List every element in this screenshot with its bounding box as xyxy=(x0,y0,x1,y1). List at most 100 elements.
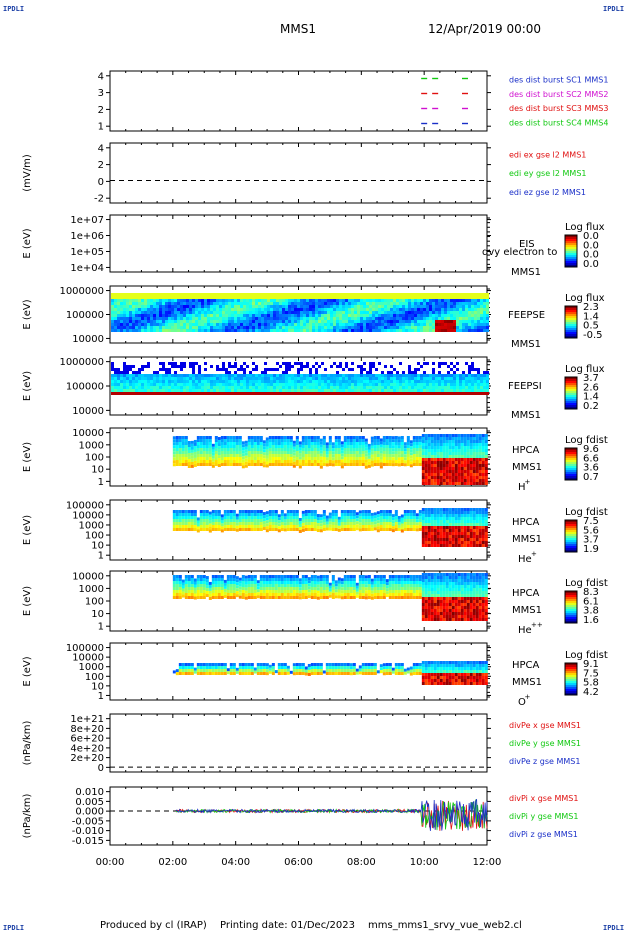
spectro-cell xyxy=(238,528,242,531)
spectro-cell xyxy=(382,436,386,439)
spectro-cell xyxy=(250,454,254,457)
spectro-cell xyxy=(430,434,434,437)
spectro-cell xyxy=(294,308,297,311)
spectro-cell xyxy=(460,467,464,470)
spectro-cell xyxy=(184,463,188,466)
spectro-cell xyxy=(202,454,206,457)
y-tick-label: 10000 xyxy=(72,406,104,417)
spectro-cell xyxy=(132,371,135,374)
spectro-cell xyxy=(402,329,405,332)
spectro-cell xyxy=(246,311,249,314)
spectro-cell xyxy=(415,454,419,457)
spectro-cell xyxy=(313,448,317,451)
spectro-cell xyxy=(177,374,180,377)
spectro-cell xyxy=(343,525,347,528)
spectro-cell xyxy=(111,365,114,368)
spectro-cell xyxy=(358,436,362,439)
spectro-cell xyxy=(114,329,117,332)
spectro-cell xyxy=(427,470,431,473)
spectro-cell xyxy=(252,389,255,392)
spectro-cell xyxy=(324,314,327,317)
spectro-cell xyxy=(369,323,372,326)
spectro-cell xyxy=(292,519,296,522)
spectro-cell xyxy=(484,458,488,461)
spectro-cell xyxy=(258,302,261,305)
spectro-cell xyxy=(480,296,483,299)
spectro-cell xyxy=(366,317,369,320)
spectro-cell xyxy=(384,308,387,311)
spectro-cell xyxy=(187,441,191,445)
spectro-cell xyxy=(385,454,389,457)
spectro-cell xyxy=(196,445,200,448)
spectro-cell xyxy=(123,377,126,380)
spectro-cell xyxy=(226,445,230,448)
colorbar-cell xyxy=(565,381,577,384)
spectro-cell xyxy=(280,451,284,454)
spectro-cell xyxy=(451,458,455,461)
spectro-cell xyxy=(351,374,354,377)
spectro-cell xyxy=(132,383,135,386)
spectro-cell xyxy=(195,311,198,314)
spectro-cell xyxy=(274,445,278,448)
spectro-cell xyxy=(174,323,177,326)
spectro-cell xyxy=(249,296,252,299)
spectro-cell xyxy=(225,386,228,389)
spectro-cell xyxy=(414,293,417,296)
species-charge: + xyxy=(525,478,531,486)
spectro-cell xyxy=(346,451,350,454)
spectro-cell xyxy=(300,362,303,365)
spectro-cell xyxy=(252,380,255,383)
spectro-cell xyxy=(427,467,431,470)
spectro-cell xyxy=(381,392,384,395)
spectro-cell xyxy=(352,463,356,466)
spectro-cell xyxy=(270,329,273,332)
spectro-cell xyxy=(147,386,150,389)
colorbar-cell xyxy=(565,255,577,258)
spectro-cell xyxy=(480,320,483,323)
spectro-cell xyxy=(280,454,284,457)
colorbar-cell xyxy=(565,528,577,531)
spectro-cell xyxy=(357,329,360,332)
spectro-cell xyxy=(273,386,276,389)
spectro-cell xyxy=(315,392,318,395)
spectro-cell xyxy=(307,519,311,522)
spectro-cell xyxy=(393,311,396,314)
spectro-cell xyxy=(307,522,311,525)
spectro-cell xyxy=(286,442,290,445)
spectro-cell xyxy=(277,463,281,466)
spectro-cell xyxy=(201,386,204,389)
spectro-cell xyxy=(279,374,282,377)
spectro-cell xyxy=(483,293,486,296)
colorbar-cell xyxy=(565,332,577,335)
spectro-cell xyxy=(433,434,437,437)
spectro-cell xyxy=(427,449,431,452)
spectro-cell xyxy=(477,386,480,389)
spectro-cell xyxy=(210,386,213,389)
colorbar-cell xyxy=(565,526,577,529)
spectro-cell xyxy=(315,329,318,332)
colorbar-cell xyxy=(565,322,577,325)
spectro-cell xyxy=(304,460,308,463)
colorbar-cell xyxy=(565,330,577,333)
spectro-cell xyxy=(375,329,378,332)
spectro-cell xyxy=(300,380,303,383)
spectro-cell xyxy=(391,436,395,440)
spectro-cell xyxy=(123,293,126,296)
spectro-cell xyxy=(307,445,311,448)
spectro-cell xyxy=(147,362,150,365)
spectro-cell xyxy=(171,362,174,365)
spectro-cell xyxy=(459,293,462,296)
spectro-cell xyxy=(204,383,207,386)
spectro-cell xyxy=(361,445,365,448)
y-tick-label: 1000 xyxy=(79,440,104,451)
spectro-cell xyxy=(357,317,360,320)
spectro-cell xyxy=(291,386,294,389)
spectro-cell xyxy=(336,302,339,305)
spectro-cell xyxy=(417,302,420,305)
spectro-cell xyxy=(234,371,237,374)
spectro-cell xyxy=(324,305,327,308)
spectro-cell xyxy=(342,389,345,392)
spectro-cell xyxy=(444,380,447,383)
spectro-cell xyxy=(250,439,254,442)
